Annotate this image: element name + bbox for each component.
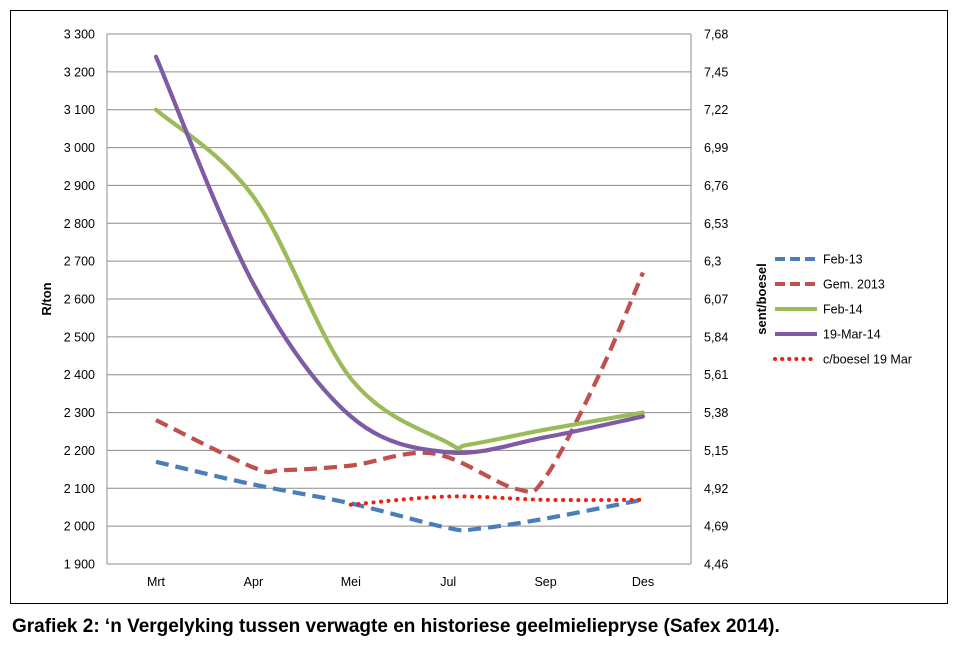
y2-tick-label: 4,92 <box>704 482 728 496</box>
y2-tick-label: 6,07 <box>704 293 728 307</box>
y2-axis-title: sent/boesel <box>754 263 769 335</box>
x-tick-label: Mrt <box>147 575 166 589</box>
y2-tick-label: 5,61 <box>704 368 728 382</box>
series-line-feb-13 <box>155 459 644 533</box>
y-tick-label: 3 000 <box>64 141 95 155</box>
y-tick-label: 3 100 <box>64 103 95 117</box>
y2-tick-label: 6,76 <box>704 179 728 193</box>
y-tick-label: 2 300 <box>64 406 95 420</box>
y-axis-title: R/ton <box>39 282 54 315</box>
x-tick-label: Sep <box>534 575 556 589</box>
y2-tick-label: 5,15 <box>704 444 728 458</box>
y-tick-label: 2 000 <box>64 520 95 534</box>
y-tick-label: 2 400 <box>64 368 95 382</box>
y-tick-label: 1 900 <box>64 558 95 572</box>
x-tick-label: Jul <box>440 575 456 589</box>
legend-label: Feb-13 <box>823 253 863 267</box>
y2-tick-label: 4,69 <box>704 520 728 534</box>
legend-label: 19-Mar-14 <box>823 328 881 342</box>
y-tick-label: 2 100 <box>64 482 95 496</box>
legend-label: Feb-14 <box>823 303 863 317</box>
legend: Feb-13 Gem. 2013 Feb-14 19-Mar-14 c/boesel 1… <box>773 253 912 367</box>
y2-tick-label: 6,3 <box>704 255 721 269</box>
y2-tick-label: 5,84 <box>704 330 728 344</box>
left-axis-ticks: 1 900 2 000 2 100 2 200 2 300 2 400 2 500 2 600… <box>64 28 95 572</box>
y-tick-label: 2 700 <box>64 255 95 269</box>
x-tick-label: Apr <box>244 575 263 589</box>
gridlines <box>106 33 692 565</box>
series-line-feb-14 <box>153 107 646 452</box>
legend-label: Gem. 2013 <box>823 278 885 292</box>
y-tick-label: 2 800 <box>64 217 95 231</box>
x-tick-label: Des <box>632 575 654 589</box>
chart-frame: 1 900 2 000 2 100 2 200 2 300 2 400 2 500 2 600… <box>10 10 948 604</box>
legend-label: c/boesel 19 Mar <box>823 353 912 367</box>
x-axis-ticks: Mrt Apr Mei Jul Sep Des <box>147 575 654 589</box>
figure-caption: Grafiek 2: ‘n Vergelyking tussen verwagt… <box>12 616 780 637</box>
series-lines <box>153 54 646 533</box>
y2-tick-label: 7,45 <box>704 65 728 79</box>
y-tick-label: 3 200 <box>64 65 95 79</box>
y-tick-label: 2 200 <box>64 444 95 458</box>
chart-svg: 1 900 2 000 2 100 2 200 2 300 2 400 2 500 2 600… <box>39 28 912 590</box>
y2-tick-label: 4,46 <box>704 558 728 572</box>
y2-tick-label: 6,99 <box>704 141 728 155</box>
series-line-19-mar-14 <box>153 54 646 455</box>
series-line-gem-2013 <box>155 271 645 495</box>
y-tick-label: 2 500 <box>64 330 95 344</box>
y2-tick-label: 6,53 <box>704 217 728 231</box>
series-line-c-boesel-19-mar <box>348 494 645 507</box>
y2-tick-label: 5,38 <box>704 406 728 420</box>
y-tick-label: 3 300 <box>64 28 95 42</box>
y2-tick-label: 7,22 <box>704 103 728 117</box>
y-tick-label: 2 600 <box>64 293 95 307</box>
x-tick-label: Mei <box>341 575 361 589</box>
y-tick-label: 2 900 <box>64 179 95 193</box>
right-axis-ticks: 4,46 4,69 4,92 5,15 5,38 5,61 5,84 6,07 6,3 6,53 6… <box>704 28 728 572</box>
y2-tick-label: 7,68 <box>704 28 728 42</box>
